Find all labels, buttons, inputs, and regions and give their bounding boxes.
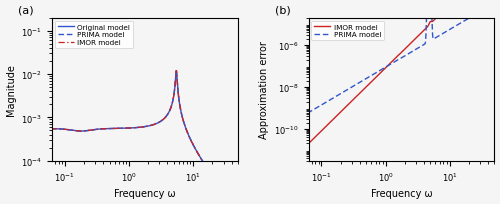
PRIMA model [326,100,332,102]
IMOR model [385,65,391,68]
IMOR model [376,73,382,76]
PRIMA model [69,129,75,132]
IMOR model [337,112,343,114]
IMOR model [304,144,310,146]
PRIMA model [128,127,134,130]
Original model [80,130,86,133]
Original model [212,179,218,181]
PRIMA model [469,16,475,19]
Text: (a): (a) [18,6,34,16]
Line: Original model: Original model [50,71,239,204]
PRIMA model [376,70,382,73]
PRIMA model [304,112,310,115]
Original model [120,128,126,130]
Y-axis label: Approximation error: Approximation error [258,41,268,139]
PRIMA model [174,70,180,72]
PRIMA model [489,4,495,7]
PRIMA model [493,2,499,4]
X-axis label: Frequency ω: Frequency ω [114,188,176,198]
IMOR model [326,123,332,125]
IMOR model [48,128,54,130]
PRIMA model [80,130,86,133]
PRIMA model [212,179,218,181]
Original model [69,129,75,132]
X-axis label: Frequency ω: Frequency ω [370,188,432,198]
Line: IMOR model: IMOR model [50,71,239,204]
Line: PRIMA model: PRIMA model [308,0,496,114]
PRIMA model [120,128,126,130]
Text: (b): (b) [275,6,291,16]
PRIMA model [385,65,391,68]
IMOR model [128,127,134,130]
Original model [48,128,54,130]
Original model [128,127,134,130]
Y-axis label: Magnitude: Magnitude [6,64,16,116]
PRIMA model [48,128,54,130]
Line: PRIMA model: PRIMA model [50,71,239,204]
Legend: Original model, PRIMA model, IMOR model: Original model, PRIMA model, IMOR model [55,21,133,49]
Line: IMOR model: IMOR model [308,0,496,145]
IMOR model [174,70,180,72]
IMOR model [80,130,86,133]
IMOR model [120,128,126,130]
Legend: IMOR model, PRIMA model: IMOR model, PRIMA model [312,21,384,41]
PRIMA model [337,93,343,96]
IMOR model [69,129,75,132]
IMOR model [212,179,218,181]
Original model [174,70,180,72]
